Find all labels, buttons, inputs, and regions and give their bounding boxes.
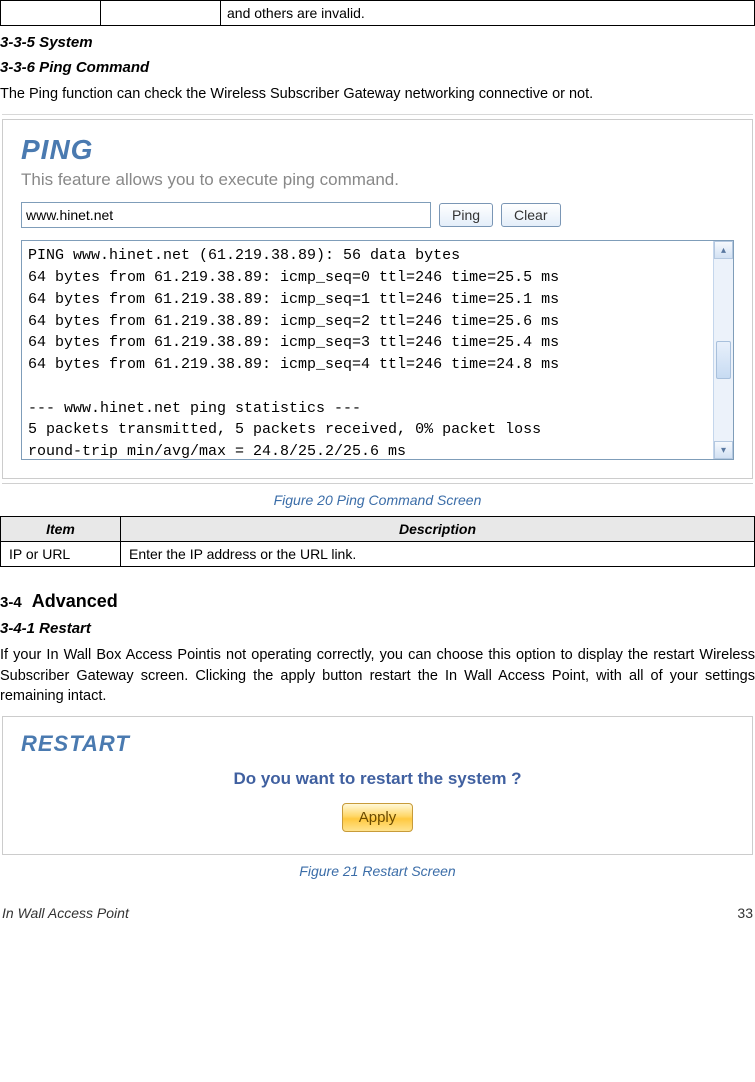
scroll-down-icon[interactable]: ▾ bbox=[714, 441, 733, 459]
heading-3-3-6: 3-3-6 Ping Command bbox=[0, 59, 755, 76]
heading-3-4: 3-4 Advanced bbox=[0, 591, 755, 612]
description-table: Item Description IP or URL Enter the IP … bbox=[0, 516, 755, 567]
scroll-up-icon[interactable]: ▴ bbox=[714, 241, 733, 259]
page-footer: In Wall Access Point 33 bbox=[0, 905, 755, 921]
scrollbar[interactable]: ▴ ▾ bbox=[713, 241, 733, 459]
top-table-cell-1 bbox=[1, 1, 101, 26]
heading-3-4-1: 3-4-1 Restart bbox=[0, 620, 755, 637]
heading-3-4-title: Advanced bbox=[32, 591, 118, 611]
top-table-cell-2 bbox=[101, 1, 221, 26]
desc-row1-item: IP or URL bbox=[1, 542, 121, 567]
ping-url-input[interactable] bbox=[21, 202, 431, 228]
ping-title: PING bbox=[21, 134, 734, 166]
ping-intro-text: The Ping function can check the Wireless… bbox=[0, 84, 755, 104]
ping-output-wrap: PING www.hinet.net (61.219.38.89): 56 da… bbox=[21, 240, 734, 460]
figure-20-caption: Figure 20 Ping Command Screen bbox=[0, 492, 755, 508]
restart-title: RESTART bbox=[21, 731, 734, 757]
apply-button[interactable]: Apply bbox=[342, 803, 414, 832]
heading-3-3-5: 3-3-5 System bbox=[0, 34, 755, 51]
restart-intro-text: If your In Wall Box Access Pointis not o… bbox=[0, 645, 755, 706]
restart-prompt: Do you want to restart the system ? bbox=[21, 769, 734, 789]
ping-figure-box: PING This feature allows you to execute … bbox=[2, 119, 753, 479]
footer-page-number: 33 bbox=[737, 905, 753, 921]
top-partial-table: and others are invalid. bbox=[0, 0, 755, 26]
desc-header-description: Description bbox=[121, 517, 755, 542]
footer-left: In Wall Access Point bbox=[2, 905, 129, 921]
top-table-cell-3: and others are invalid. bbox=[221, 1, 755, 26]
scroll-track[interactable] bbox=[714, 259, 733, 441]
desc-row1-desc: Enter the IP address or the URL link. bbox=[121, 542, 755, 567]
ping-input-row: Ping Clear bbox=[21, 202, 734, 228]
ping-button[interactable]: Ping bbox=[439, 203, 493, 227]
ping-subtitle: This feature allows you to execute ping … bbox=[21, 170, 734, 190]
ping-output: PING www.hinet.net (61.219.38.89): 56 da… bbox=[22, 241, 713, 459]
desc-header-item: Item bbox=[1, 517, 121, 542]
clear-button[interactable]: Clear bbox=[501, 203, 560, 227]
restart-figure-box: RESTART Do you want to restart the syste… bbox=[2, 716, 753, 855]
heading-3-4-num: 3-4 bbox=[0, 594, 22, 611]
scroll-thumb[interactable] bbox=[716, 341, 731, 379]
figure-21-caption: Figure 21 Restart Screen bbox=[0, 863, 755, 879]
